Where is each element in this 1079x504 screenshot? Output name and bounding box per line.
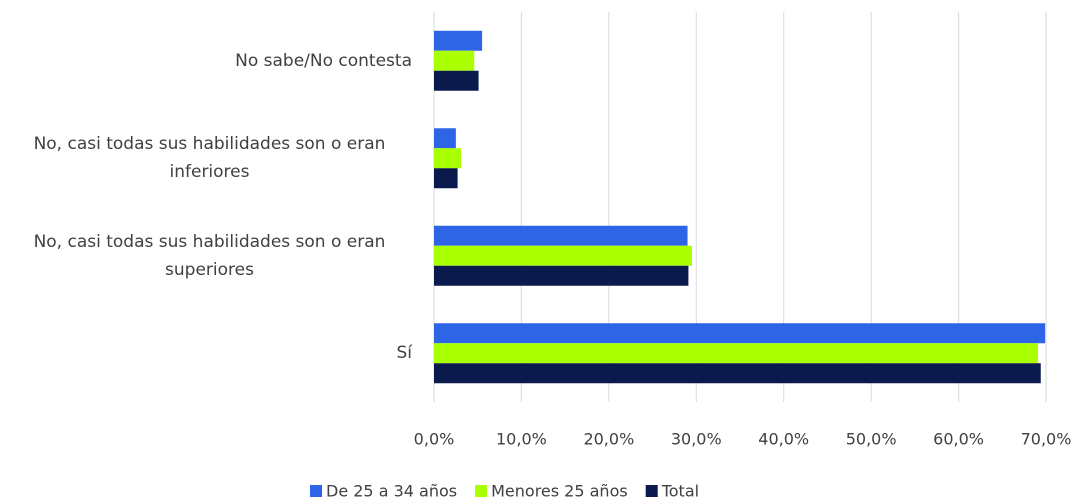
legend-label: De 25 a 34 años — [326, 482, 457, 501]
bar — [434, 168, 458, 189]
x-tick-label: 20,0% — [583, 430, 634, 449]
bar — [434, 265, 689, 286]
category-label: No, casi todas sus habilidades son o era… — [33, 231, 386, 280]
bar — [434, 343, 1039, 364]
legend-swatch — [310, 485, 322, 497]
legend-label: Total — [661, 482, 699, 501]
x-tick-label: 0,0% — [414, 430, 455, 449]
x-tick-label: 10,0% — [496, 430, 547, 449]
x-tick-label: 60,0% — [933, 430, 984, 449]
legend-label: Menores 25 años — [491, 482, 628, 501]
legend-swatch — [475, 485, 488, 497]
bar — [434, 245, 692, 266]
x-tick-label: 30,0% — [671, 430, 722, 449]
bar — [434, 225, 688, 246]
bar — [434, 128, 456, 149]
x-tick-label: 70,0% — [1021, 430, 1072, 449]
x-tick-label: 40,0% — [758, 430, 809, 449]
category-label: No, casi todas sus habilidades son o era… — [33, 134, 386, 183]
category-label: No sabe/No contesta — [235, 50, 412, 71]
bar — [434, 323, 1046, 344]
bar — [434, 148, 462, 169]
bar — [434, 70, 479, 91]
x-tick-label: 50,0% — [846, 430, 897, 449]
bar — [434, 30, 483, 51]
bar — [434, 363, 1041, 384]
bar — [434, 50, 475, 71]
legend-swatch — [645, 485, 658, 497]
category-label: Sí — [396, 343, 412, 364]
